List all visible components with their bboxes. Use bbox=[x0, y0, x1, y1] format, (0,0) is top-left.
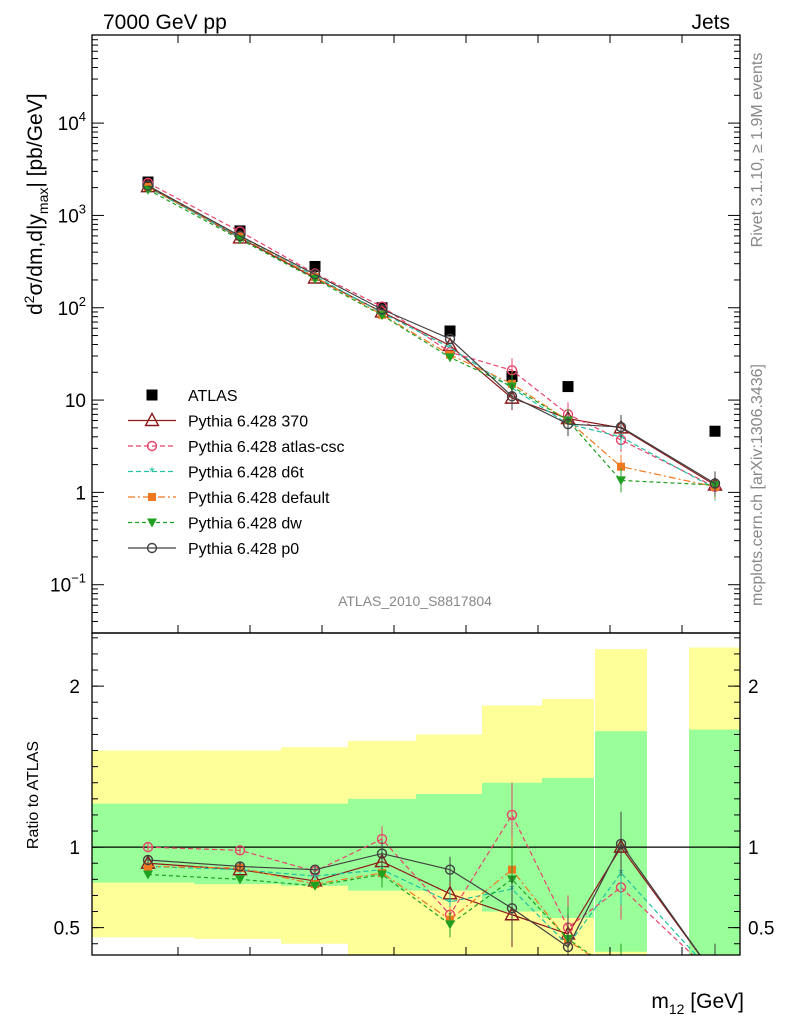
data-point bbox=[442, 337, 458, 352]
data-point bbox=[709, 969, 722, 981]
y-tick-label: 104 bbox=[58, 109, 86, 135]
ratio-content: ********* bbox=[92, 647, 740, 984]
xlabel: m12 [GeV] bbox=[651, 990, 744, 1017]
data-point bbox=[711, 971, 720, 980]
data-point bbox=[376, 848, 388, 859]
ratio-frame bbox=[91, 632, 741, 956]
data-point bbox=[709, 478, 721, 489]
legend-label: ATLAS bbox=[188, 388, 238, 405]
data-point bbox=[146, 542, 158, 554]
data-point: * bbox=[712, 968, 718, 984]
data-point bbox=[562, 381, 574, 393]
data-point bbox=[235, 875, 245, 885]
analysis-id: ATLAS_2010_S8817804 bbox=[338, 593, 492, 609]
data-point: * bbox=[447, 894, 453, 910]
data-point bbox=[562, 941, 574, 953]
data-point bbox=[616, 972, 626, 981]
data-point bbox=[376, 304, 388, 315]
header-energy: 7000 GeV pp bbox=[103, 11, 227, 34]
data-point bbox=[709, 425, 721, 437]
data-point bbox=[309, 260, 321, 272]
data-point bbox=[147, 518, 157, 528]
header-jets: Jets bbox=[691, 11, 730, 34]
data-point bbox=[444, 333, 456, 345]
data-point: * bbox=[149, 464, 155, 480]
data-point bbox=[506, 391, 518, 402]
y-tick-label: 10−1 bbox=[50, 571, 86, 597]
data-point bbox=[617, 462, 625, 471]
data-point bbox=[377, 870, 387, 880]
legend: ATLAS Pythia 6.428 370 Pythia 6.428 atlas-… bbox=[128, 388, 345, 558]
band-inner bbox=[542, 777, 594, 918]
data-point bbox=[142, 854, 154, 866]
data-point bbox=[142, 841, 154, 853]
series-line bbox=[147, 186, 716, 486]
data-point: * bbox=[447, 340, 453, 356]
data-point bbox=[310, 881, 320, 891]
data-point bbox=[234, 845, 246, 856]
ratio-tick-label-left: 2 bbox=[69, 677, 80, 698]
data-point bbox=[617, 972, 625, 980]
data-point bbox=[444, 864, 456, 875]
data-point bbox=[234, 230, 246, 242]
data-point bbox=[711, 971, 720, 980]
data-point: * bbox=[312, 868, 318, 884]
data-point bbox=[615, 421, 627, 433]
data-point bbox=[444, 325, 456, 337]
mcplots-label: mcplots.cern.ch [arXiv:1306.3436] bbox=[749, 364, 766, 606]
legend-label: Pythia 6.428 p0 bbox=[188, 541, 299, 558]
ratio-tick-label-right: 0.5 bbox=[748, 919, 774, 940]
legend-label: Pythia 6.428 default bbox=[188, 490, 330, 507]
legend-label: Pythia 6.428 d6t bbox=[188, 465, 304, 482]
data-point bbox=[234, 861, 246, 872]
data-point bbox=[144, 412, 160, 427]
y-tick-label: 10 bbox=[65, 391, 86, 412]
data-point bbox=[506, 809, 518, 821]
series-line bbox=[147, 185, 716, 484]
series-p0 bbox=[142, 180, 721, 496]
data-point bbox=[309, 864, 321, 875]
data-point bbox=[143, 870, 153, 880]
data-point bbox=[562, 418, 574, 430]
legend-label: Pythia 6.428 dw bbox=[188, 516, 302, 533]
data-point bbox=[616, 476, 626, 486]
main-ylabel: d2σ/dm,d|ymax| [pb/GeV] bbox=[21, 93, 51, 315]
data-point bbox=[445, 920, 455, 930]
data-point bbox=[615, 838, 627, 850]
data-point bbox=[445, 353, 455, 363]
data-point bbox=[148, 493, 156, 501]
ratio-tick-label-left: 0.5 bbox=[54, 919, 80, 940]
rivet-label: Rivet 3.1.10, ≥ 1.9M events bbox=[749, 53, 766, 248]
legend-label: Pythia 6.428 atlas-csc bbox=[188, 439, 345, 456]
data-point bbox=[146, 389, 158, 401]
data-point bbox=[711, 972, 719, 980]
data-point bbox=[506, 903, 518, 914]
data-point bbox=[142, 180, 154, 191]
legend-label: Pythia 6.428 370 bbox=[188, 414, 308, 431]
data-point bbox=[146, 440, 158, 452]
data-point bbox=[710, 972, 720, 981]
ratio-ylabel: Ratio to ATLAS bbox=[25, 741, 42, 849]
data-point bbox=[309, 269, 321, 280]
y-tick-label: 102 bbox=[58, 294, 86, 320]
ratio-series-p0 bbox=[142, 811, 720, 980]
ratio-line bbox=[147, 865, 697, 955]
band-inner bbox=[689, 729, 740, 955]
series-line bbox=[147, 187, 716, 490]
data-point bbox=[142, 176, 154, 188]
ratio-tick-label-right: 1 bbox=[748, 838, 759, 859]
ratio-tick-label-right: 2 bbox=[748, 677, 759, 698]
y-tick-label: 103 bbox=[58, 201, 86, 227]
data-point bbox=[376, 302, 388, 314]
ratio-tick-label-left: 1 bbox=[69, 838, 80, 859]
data-point bbox=[144, 862, 152, 871]
y-tick-label: 1 bbox=[75, 483, 86, 504]
